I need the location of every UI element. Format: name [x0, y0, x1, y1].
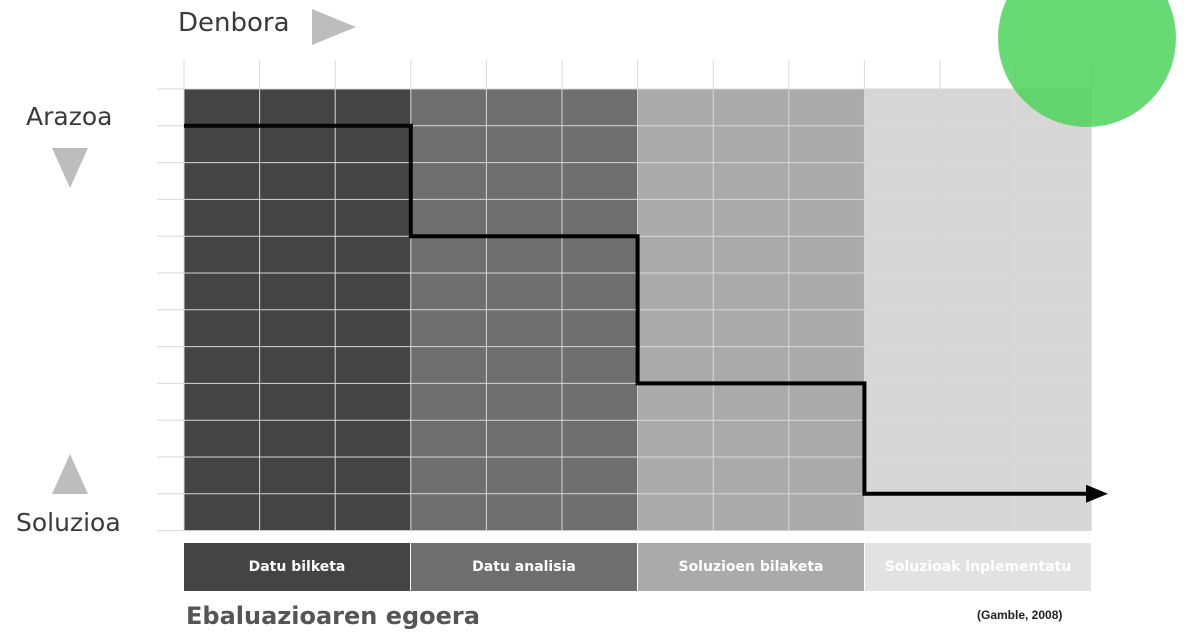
problem-label: Arazoa [26, 102, 113, 131]
phase-label-implement-solutions: Soluzioak inplementatu [865, 543, 1091, 591]
solution-label: Soluzioa [16, 508, 121, 537]
phase-label-solution-search: Soluzioen bilaketa [638, 543, 864, 591]
step-line [184, 123, 1088, 496]
time-axis-label: Denbora [178, 8, 290, 38]
phase-label-data-collection: Datu bilketa [184, 543, 410, 591]
right-arrow-icon [312, 9, 356, 45]
up-arrow-icon [52, 454, 88, 494]
citation: (Gamble, 2008) [977, 608, 1063, 622]
phase-label-data-analysis: Datu analisia [411, 543, 637, 591]
accent-circle [998, 0, 1176, 127]
arrowhead-icon [1086, 484, 1108, 503]
down-arrow-icon [52, 148, 88, 188]
footer-title: Ebaluazioaren egoera [186, 602, 480, 630]
